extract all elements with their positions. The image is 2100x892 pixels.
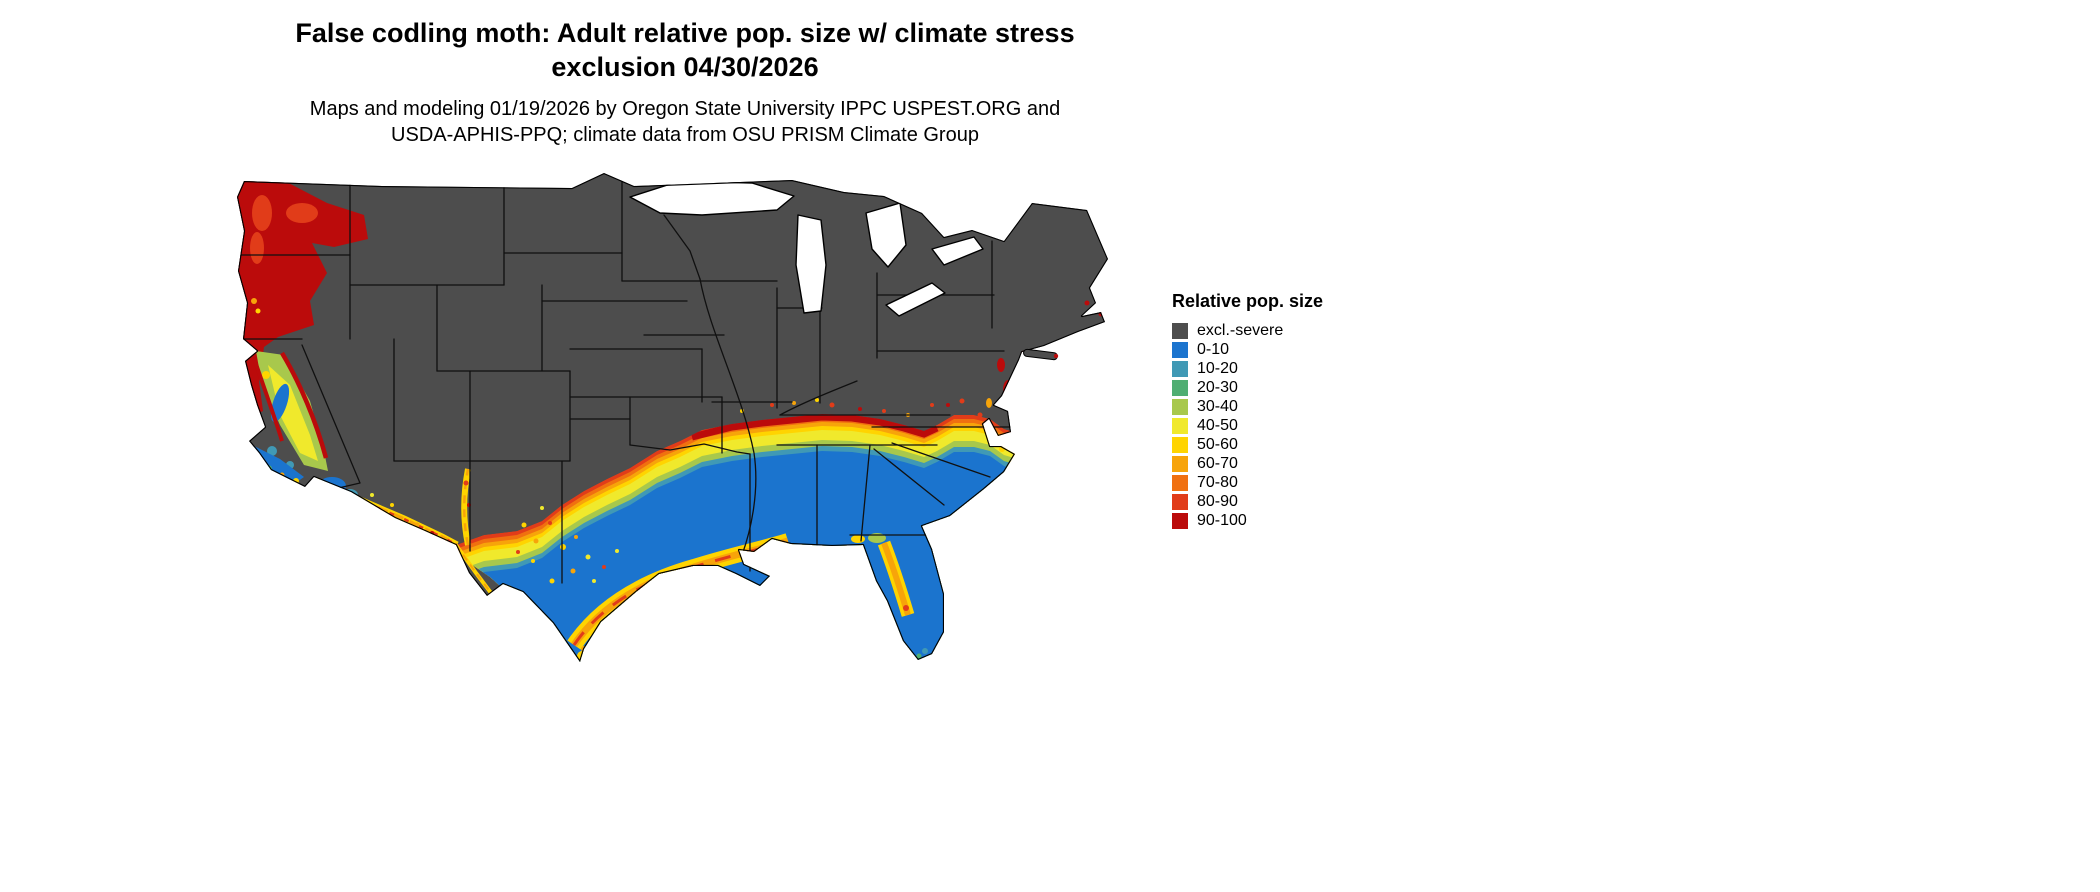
legend-item: 90-100 (1172, 511, 1323, 530)
legend-swatch (1172, 360, 1188, 377)
lake-ontario (931, 236, 984, 266)
map-subtitle: Maps and modeling 01/19/2026 by Oregon S… (230, 96, 1140, 148)
legend-swatch (1172, 341, 1188, 358)
legend-item: 30-40 (1172, 397, 1323, 416)
legend-label: 70-80 (1197, 473, 1238, 491)
legend-label: 10-20 (1197, 359, 1238, 377)
legend-swatch (1172, 417, 1188, 434)
legend-label: excl.-severe (1197, 321, 1284, 339)
legend-label: 80-90 (1197, 492, 1238, 510)
legend-swatch (1172, 493, 1188, 510)
map-header: False codling moth: Adult relative pop. … (230, 16, 1140, 148)
state-borders-layer (237, 176, 1015, 584)
legend-title: Relative pop. size (1172, 291, 1324, 311)
lake-huron (865, 202, 907, 268)
us-population-map (237, 173, 1108, 669)
legend-item: excl.-severe (1172, 321, 1323, 340)
legend-label: 60-70 (1197, 454, 1238, 472)
legend-item: 80-90 (1172, 492, 1323, 511)
map-title-line2: exclusion 04/30/2026 (551, 52, 819, 82)
legend-label: 30-40 (1197, 397, 1238, 415)
map-subtitle-line1: Maps and modeling 01/19/2026 by Oregon S… (309, 98, 1061, 120)
legend-item: 60-70 (1172, 454, 1323, 473)
scatter-speckles-layer (516, 398, 965, 584)
legend-label: 50-60 (1197, 435, 1238, 453)
map-container (232, 153, 1132, 669)
legend-item: 20-30 (1172, 378, 1323, 397)
legend-swatch (1172, 455, 1188, 472)
legend-label: 0-10 (1197, 340, 1230, 358)
legend-label: 20-30 (1197, 378, 1238, 396)
legend-swatch (1172, 379, 1188, 396)
legend-swatch (1172, 322, 1188, 339)
legend-item: 10-20 (1172, 359, 1323, 378)
legend-swatch (1172, 512, 1188, 529)
map-subtitle-line2: USDA-APHIS-PPQ; climate data from OSU PR… (391, 124, 979, 146)
legend-swatch (1172, 436, 1188, 453)
map-title-line1: False codling moth: Adult relative pop. … (295, 18, 1075, 48)
excluded-region-base (237, 173, 1108, 662)
legend-swatch (1172, 398, 1188, 415)
west-coast-red-layer (237, 175, 368, 421)
long-island (1023, 348, 1058, 361)
legend-item: 50-60 (1172, 435, 1323, 454)
legend-swatch (1172, 474, 1188, 491)
legend-item: 70-80 (1172, 473, 1323, 492)
legend-item: 0-10 (1172, 340, 1323, 359)
legend-label: 40-50 (1197, 416, 1238, 434)
lake-erie (885, 282, 946, 317)
legend-items: excl.-severe 0-10 10-20 20-30 30-40 40-50 50-6… (1172, 321, 1323, 530)
legend: Relative pop. size excl.-severe 0-10 10-20… (1172, 291, 1323, 530)
lake-michigan (795, 214, 827, 314)
legend-label: 90-100 (1197, 511, 1247, 529)
legend-item: 40-50 (1172, 416, 1323, 435)
great-lakes-layer (629, 180, 984, 317)
